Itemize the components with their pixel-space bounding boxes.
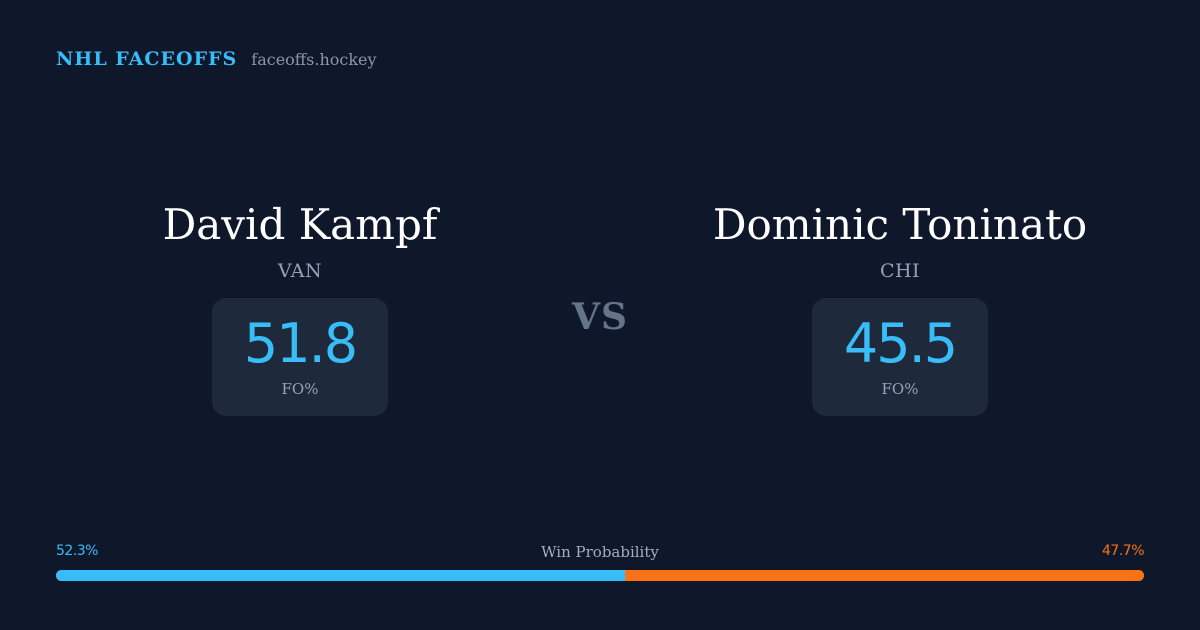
stat-box: 51.8 FO% <box>211 298 389 416</box>
win-probability-bar <box>56 570 1144 581</box>
player-name: David Kampf <box>162 200 438 249</box>
brand-header: NHL FACEOFFS faceoffs.hockey <box>56 48 377 70</box>
player-card-right: Dominic Toninato CHI 45.5 FO% <box>600 200 1200 416</box>
brand-site: faceoffs.hockey <box>251 50 377 69</box>
versus-label: VS <box>572 296 628 338</box>
player-name: Dominic Toninato <box>712 200 1088 249</box>
faceoff-percentage-label: FO% <box>281 379 319 398</box>
faceoff-percentage-value: 51.8 <box>243 312 358 376</box>
player-card-left: David Kampf VAN 51.8 FO% <box>0 200 600 416</box>
brand-name: NHL FACEOFFS <box>56 48 238 70</box>
faceoff-percentage-value: 45.5 <box>843 312 958 376</box>
win-probability-title: Win Probability <box>541 543 659 561</box>
win-probability-bar-right <box>625 570 1144 581</box>
win-probability-labels: 52.3% Win Probability 47.7% <box>56 543 1144 563</box>
faceoff-percentage-label: FO% <box>881 379 919 398</box>
win-probability-left-value: 52.3% <box>56 543 98 559</box>
stat-box: 45.5 FO% <box>811 298 989 416</box>
team-abbreviation: CHI <box>879 260 921 283</box>
win-probability-bar-left <box>56 570 626 581</box>
team-abbreviation: VAN <box>277 260 323 283</box>
win-probability-right-value: 47.7% <box>1102 543 1144 559</box>
